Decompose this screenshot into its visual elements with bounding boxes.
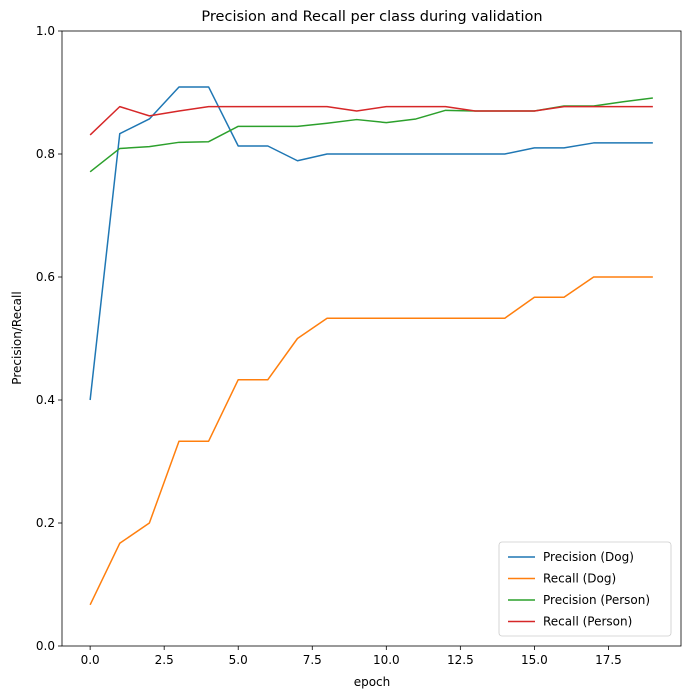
plot-area: 0.0 2.5 5.0 7.5 10.0 12.5 15.0 17.5 0.0 0.2 0.4 0.6… — [36, 24, 682, 667]
x-tick-label: 12.5 — [447, 653, 474, 667]
x-tick-label: 5.0 — [229, 653, 248, 667]
series-line-precision-dog — [89, 86, 653, 401]
series-line-recall-dog — [89, 276, 653, 606]
legend-label: Recall (Dog) — [543, 572, 616, 586]
x-tick-label: 15.0 — [521, 653, 548, 667]
axes-frame — [61, 30, 682, 647]
legend: Precision (Dog) Recall (Dog) Precision (Pe… — [498, 541, 672, 637]
x-tick-label: 2.5 — [155, 653, 174, 667]
x-tick-label: 10.0 — [373, 653, 400, 667]
chart-title: Precision and Recall per class during va… — [201, 9, 542, 25]
y-tick-label: 0.2 — [36, 516, 55, 530]
legend-label: Precision (Person) — [543, 593, 650, 607]
y-tick-label: 0.6 — [36, 270, 55, 284]
x-tick-label: 0.0 — [81, 653, 100, 667]
legend-label: Recall (Person) — [543, 615, 632, 629]
x-tick-label: 7.5 — [303, 653, 322, 667]
y-tick-label: 0.4 — [36, 393, 55, 407]
legend-label: Precision (Dog) — [543, 550, 634, 564]
x-axis-label: epoch — [354, 675, 391, 689]
y-tick-label: 0.8 — [36, 147, 55, 161]
series-line-recall-person — [89, 105, 653, 136]
legend-box — [498, 541, 672, 637]
x-tick-label: 17.5 — [595, 653, 622, 667]
y-axis-label: Precision/Recall — [10, 291, 24, 384]
y-tick-label: 1.0 — [36, 24, 55, 38]
y-tick-label: 0.0 — [36, 639, 55, 653]
